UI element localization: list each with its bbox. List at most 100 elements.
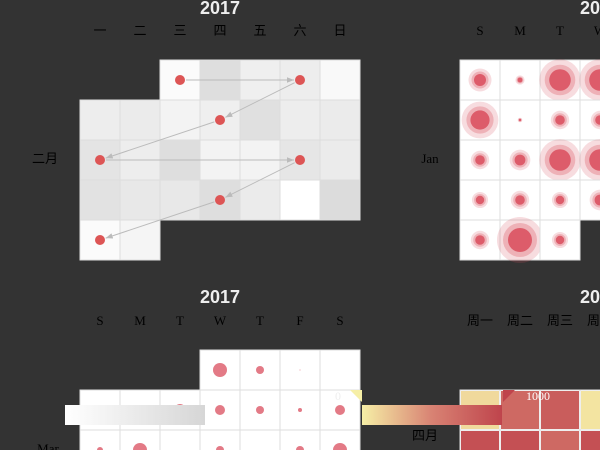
scatter-point [475, 155, 485, 165]
scatter-point [475, 235, 485, 245]
heat-cell [239, 179, 281, 221]
scatter-point [215, 405, 225, 415]
day-label: T [256, 313, 264, 328]
day-label: S [96, 313, 103, 328]
scatter-point [216, 446, 224, 450]
scatter-point [589, 149, 600, 171]
graph-node [215, 115, 225, 125]
scatter-point [555, 235, 565, 245]
scatter-point [97, 447, 103, 450]
day-label: 周二 [507, 313, 533, 328]
graph-node [95, 155, 105, 165]
calendar [459, 59, 600, 263]
cell-bg [79, 429, 121, 450]
cell-bg [579, 99, 600, 141]
graph-link [225, 162, 295, 198]
day-label: 四 [213, 23, 226, 38]
calendar-title: 2017 [580, 0, 600, 18]
heat-cell [119, 99, 161, 141]
visual-map-label: 1000 [526, 389, 550, 403]
scatter-point [296, 446, 304, 450]
heat-cell [119, 219, 161, 261]
scatter-point [256, 406, 264, 414]
calendar-title: 2017 [200, 287, 240, 307]
scatter-point [518, 118, 522, 122]
heat-cell [279, 179, 321, 221]
scatter-point [549, 69, 571, 91]
scatter-point [470, 110, 490, 130]
heat-cell [119, 179, 161, 221]
scatter-point [298, 408, 302, 412]
calendar [79, 349, 361, 450]
day-label: 三 [173, 23, 186, 38]
scatter-point [474, 74, 486, 86]
heat-cell [319, 179, 361, 221]
visual-map-bar [65, 405, 205, 425]
heat-cell [279, 99, 321, 141]
calendar-title: 2017 [200, 0, 240, 18]
day-label: T [556, 23, 564, 38]
cell-bg [579, 179, 600, 221]
scatter-point [256, 366, 264, 374]
graph-node [95, 235, 105, 245]
scatter-point [475, 195, 485, 205]
cell-bg [119, 429, 161, 450]
heat-cell [159, 179, 201, 221]
day-label: M [134, 313, 146, 328]
day-label: 六 [293, 23, 306, 38]
visual-map-bar [362, 405, 502, 425]
heat-cell [501, 431, 539, 450]
day-label: M [514, 23, 526, 38]
heat-cell [581, 431, 600, 450]
scatter-point [515, 195, 525, 205]
scatter-point [514, 154, 526, 166]
heat-cell [319, 59, 361, 101]
day-label: 一 [93, 23, 106, 38]
visual-map-label: 0 [335, 389, 341, 403]
heat-cell [319, 99, 361, 141]
day-label: 周一 [467, 313, 493, 328]
scatter-point [508, 228, 532, 252]
visual-map-handle [503, 390, 515, 402]
graph-node [295, 75, 305, 85]
day-label: 周四 [587, 313, 600, 328]
day-label: S [336, 313, 343, 328]
graph-link [105, 201, 215, 239]
month-label: 二月 [32, 151, 58, 166]
graph-link [105, 121, 215, 159]
scatter-point [555, 115, 565, 125]
scatter-point [299, 369, 301, 371]
heat-cell [319, 139, 361, 181]
scatter-point [589, 69, 600, 91]
month-label: Mar [37, 441, 59, 450]
day-label: F [296, 313, 303, 328]
scatter-point [549, 149, 571, 171]
day-label: W [594, 23, 600, 38]
heat-cell [239, 99, 281, 141]
day-label: W [214, 313, 227, 328]
visual-map-handle [350, 390, 362, 402]
scatter-point [594, 194, 600, 206]
scatter-point [595, 115, 600, 125]
day-label: 五 [253, 23, 266, 38]
heat-cell [581, 391, 600, 429]
calendar-title: 2017 [580, 287, 600, 307]
day-label: 二 [133, 23, 146, 38]
graph-link [225, 82, 295, 118]
month-label: 四月 [412, 428, 438, 443]
day-label: T [176, 313, 184, 328]
scatter-point [517, 77, 523, 83]
cell-bg [279, 429, 321, 450]
heat-cell [79, 179, 121, 221]
graph-node [295, 155, 305, 165]
month-label: Jan [421, 151, 439, 166]
heat-cell [541, 391, 579, 429]
heat-cell [541, 431, 579, 450]
graph-node [215, 195, 225, 205]
scatter-point [333, 443, 347, 450]
heat-cell [159, 99, 201, 141]
cell-bg [239, 429, 281, 450]
scatter-point [335, 405, 345, 415]
